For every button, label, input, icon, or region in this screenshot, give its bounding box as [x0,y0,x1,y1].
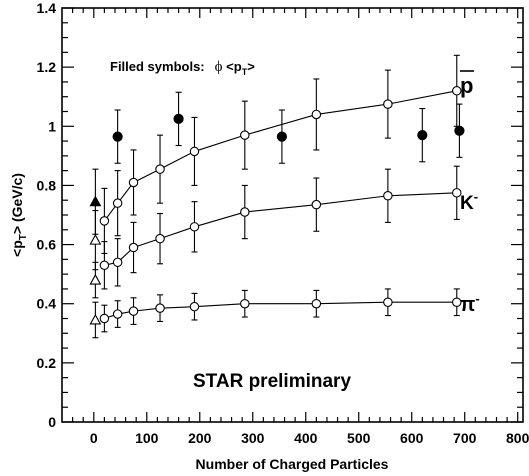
legend-note: Filled symbols: ϕ <pT> [110,59,255,77]
data-point [189,301,200,312]
data-point [89,273,102,285]
data-point [89,195,102,207]
x-tick-label: 500 [347,430,371,446]
axis-ticks [62,7,523,423]
y-axis-label-sub: T [18,234,29,240]
series-2 [99,288,462,333]
y-axis-label-rest: > (GeV/c) [9,173,25,234]
y-axis-label: <pT> (GeV/c) [9,173,29,257]
series-label-kminus-main: K [460,193,474,214]
data-point [383,191,393,201]
legend-note-sub: T [242,67,248,77]
x-axis-label: Number of Charged Particles [196,456,389,472]
data-point [311,298,322,309]
x-tick-label: 600 [400,430,424,446]
y-tick-label: 0.2 [37,355,57,371]
data-point [276,131,288,142]
y-tick-label: 0.6 [37,237,57,253]
data-point [173,113,184,124]
data-point [89,313,102,325]
series-label-piminus-sup: - [475,291,479,306]
data-point [99,260,110,271]
data-point [452,86,462,96]
series-1 [99,165,462,290]
x-tick-label: 700 [453,430,477,446]
data-point [99,216,110,226]
series-label-pbar-group: p [460,70,474,98]
data-point [189,222,200,232]
watermark: STAR preliminary [193,371,351,392]
series-label-pbar: p [460,73,473,98]
data-point [112,309,123,319]
data-point [383,99,393,109]
x-tick-label: 200 [188,430,212,446]
data-point [240,207,250,217]
series-label-piminus-main: π [460,294,475,316]
axis-tick-labels: 0 100 200 300 400 500 600 700 800 0 0.2 0.4 0.6 0.8 1 1… [37,0,529,446]
data-point [112,131,123,142]
x-tick-label: 100 [135,430,159,446]
series-0 [99,54,462,254]
data-point [311,199,322,210]
data-series [89,54,465,339]
data-point [240,130,250,140]
data-point [128,242,139,253]
series-label-piminus: π- [460,291,480,316]
data-point [311,109,322,120]
series-label-kminus: K- [460,189,478,214]
data-point [112,257,123,268]
data-point [128,177,139,188]
data-point [189,146,200,157]
y-tick-label: 1 [48,118,56,134]
y-tick-label: 0.4 [37,296,57,312]
data-point [240,298,250,309]
legend-note-prefix: Filled symbols: [110,59,205,74]
x-tick-label: 300 [241,430,265,446]
data-point [452,188,462,198]
legend-note-text: <p [223,59,242,74]
data-point [155,164,165,174]
data-point [417,130,428,141]
x-tick-label: 0 [90,430,98,446]
data-point [452,297,462,307]
y-tick-label: 1.4 [37,0,57,16]
data-point [128,306,139,316]
data-point [112,198,123,208]
series-5 [89,168,102,235]
y-tick-label: 0.8 [37,177,57,193]
data-point [99,313,110,324]
data-point [454,125,465,136]
x-tick-label: 400 [294,430,318,446]
legend-note-suffix: > [247,59,255,74]
data-point [383,297,393,307]
y-axis-label-main: <p [9,240,25,257]
legend-note-phi: ϕ [215,59,223,75]
x-tick-label: 800 [506,430,529,446]
data-point [89,234,102,245]
y-tick-label: 1.2 [37,59,57,75]
data-point [155,303,165,313]
y-tick-label: 0 [48,414,56,430]
series-label-kminus-sup: - [474,189,478,204]
data-point [155,233,165,244]
series-3 [112,91,465,164]
